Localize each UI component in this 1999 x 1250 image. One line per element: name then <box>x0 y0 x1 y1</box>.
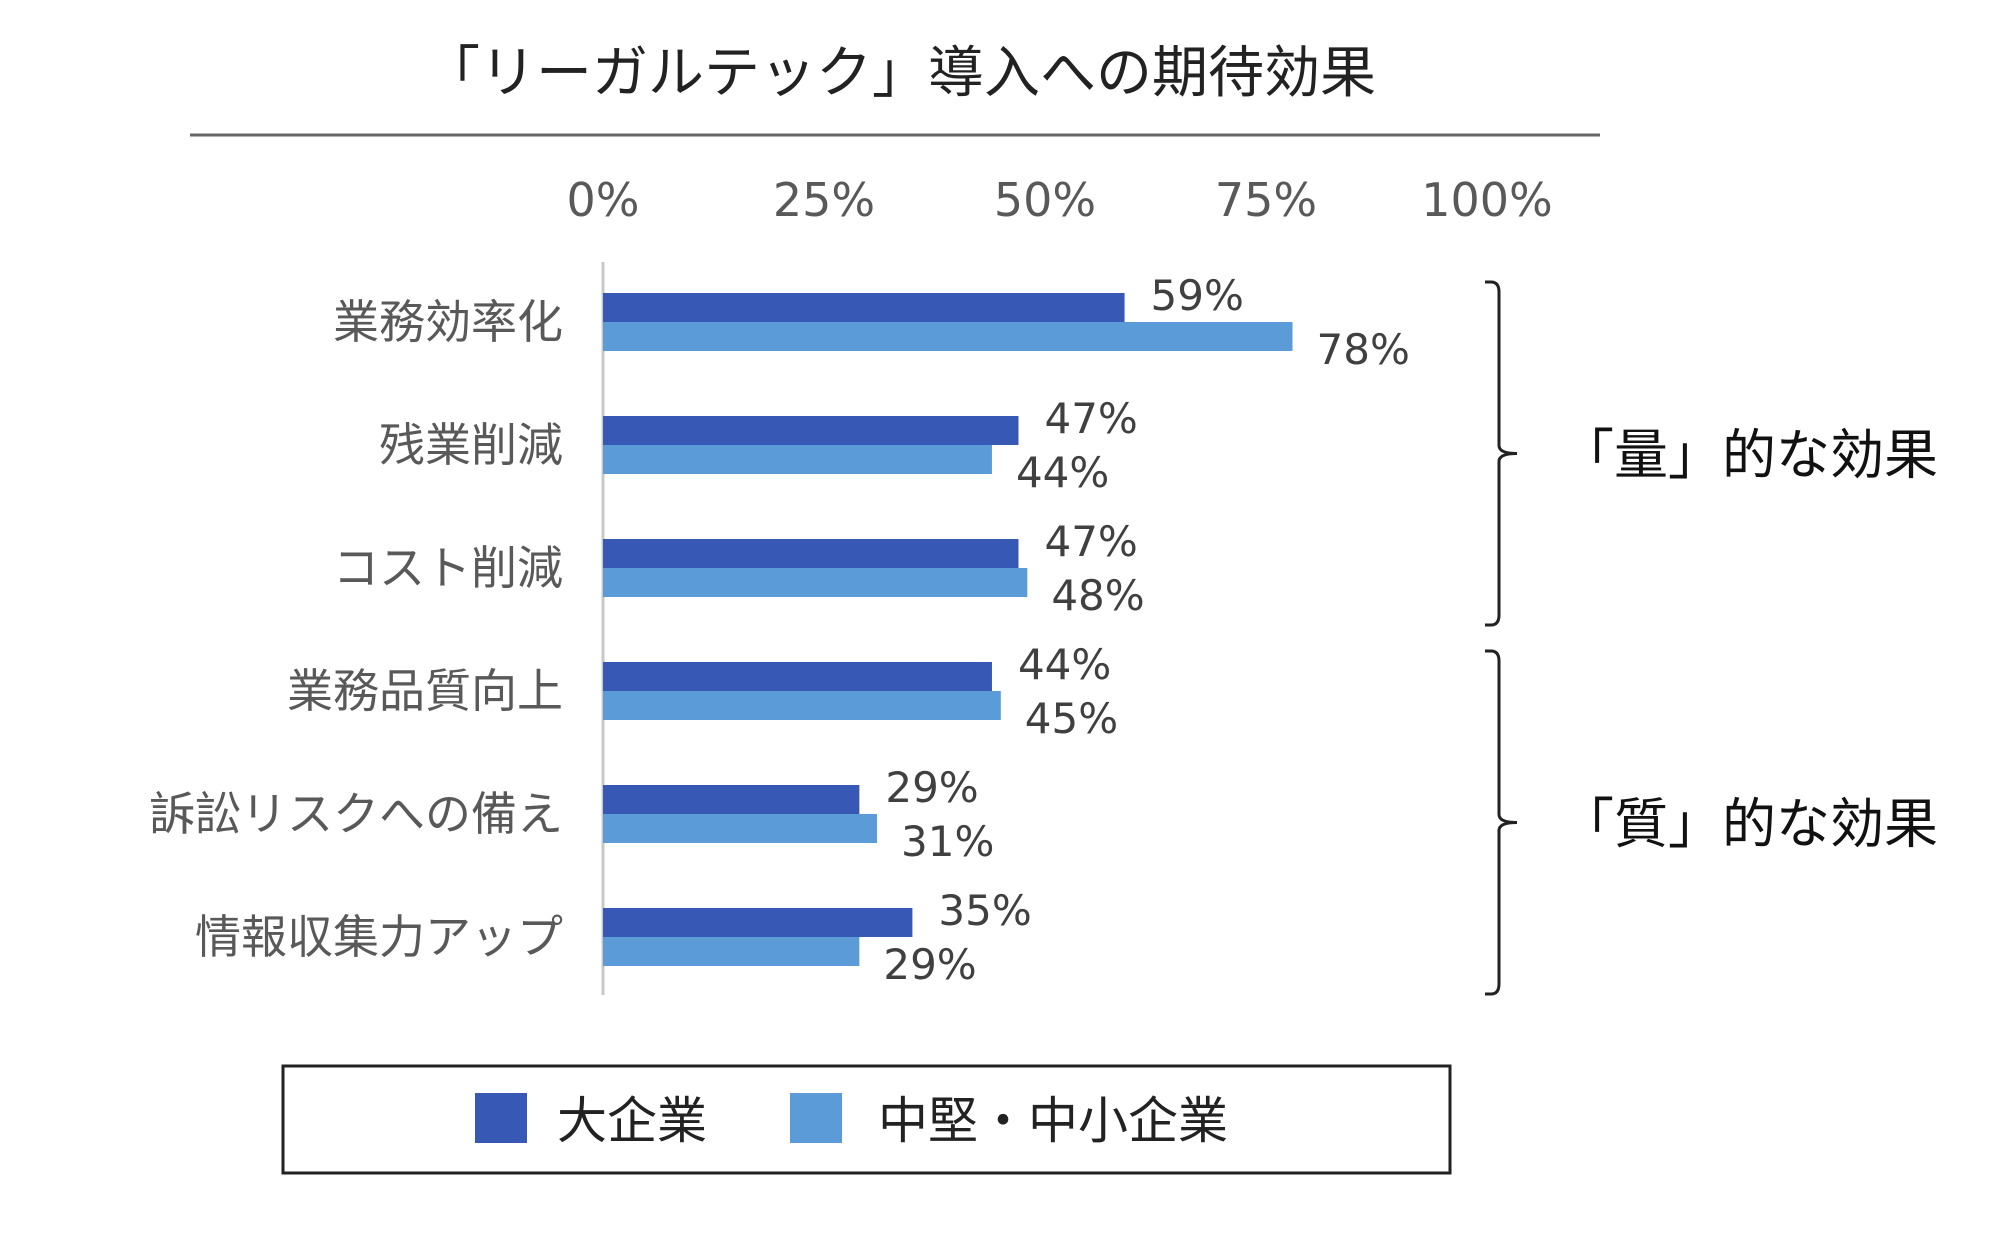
bar-sme <box>603 814 878 843</box>
group-bracket <box>1485 280 1518 627</box>
bar-sme <box>603 937 860 966</box>
bar-sme <box>603 568 1028 597</box>
data-label: 48% <box>1051 571 1144 620</box>
group-label: 「量」的な効果 <box>1560 424 1938 487</box>
bar-large-enterprise <box>603 908 913 937</box>
bar-large-enterprise <box>603 662 992 691</box>
bar-large-enterprise <box>603 785 860 814</box>
bar-sme <box>603 691 1001 720</box>
x-tick-label: 75% <box>1215 173 1317 227</box>
x-tick-label: 25% <box>773 173 875 227</box>
chart-title: 「リーガルテック」導入への期待効果 <box>424 41 1376 106</box>
category-label: 訴訟リスクへの備え <box>149 787 563 841</box>
data-label: 29% <box>885 763 978 812</box>
bar-sme <box>603 322 1293 351</box>
x-tick-label: 0% <box>567 173 640 227</box>
legend: 大企業 中堅・中小企業 <box>281 1064 1452 1175</box>
bar-large-enterprise <box>603 416 1019 445</box>
bar-large-enterprise <box>603 293 1125 322</box>
data-label: 29% <box>883 940 976 989</box>
category-label: 残業削減 <box>379 418 563 472</box>
data-label: 47% <box>1044 394 1137 443</box>
category-label: 業務品質向上 <box>287 664 563 718</box>
data-label: 44% <box>1018 640 1111 689</box>
group-label: 「質」的な効果 <box>1560 793 1938 856</box>
group-bracket <box>1485 649 1518 996</box>
category-label: コスト削減 <box>333 541 563 595</box>
data-label: 31% <box>901 817 994 866</box>
data-label: 44% <box>1016 448 1109 497</box>
data-label: 78% <box>1317 325 1410 374</box>
category-label: 業務効率化 <box>333 295 563 349</box>
data-label: 47% <box>1044 517 1137 566</box>
legend-label-sme: 中堅・中小企業 <box>878 1092 1228 1150</box>
bar-sme <box>603 445 992 474</box>
legend-label-large-enterprise: 大企業 <box>557 1092 707 1150</box>
x-tick-label: 50% <box>994 173 1096 227</box>
data-label: 59% <box>1151 271 1244 320</box>
data-label: 45% <box>1025 694 1118 743</box>
bar-large-enterprise <box>603 539 1019 568</box>
data-label: 35% <box>938 886 1031 935</box>
legend-box <box>281 1064 1452 1175</box>
category-label: 情報収集力アップ <box>195 910 563 964</box>
legend-swatch-sme <box>790 1093 842 1143</box>
x-tick-label: 100% <box>1421 173 1553 227</box>
legend-swatch-large-enterprise <box>475 1093 527 1143</box>
